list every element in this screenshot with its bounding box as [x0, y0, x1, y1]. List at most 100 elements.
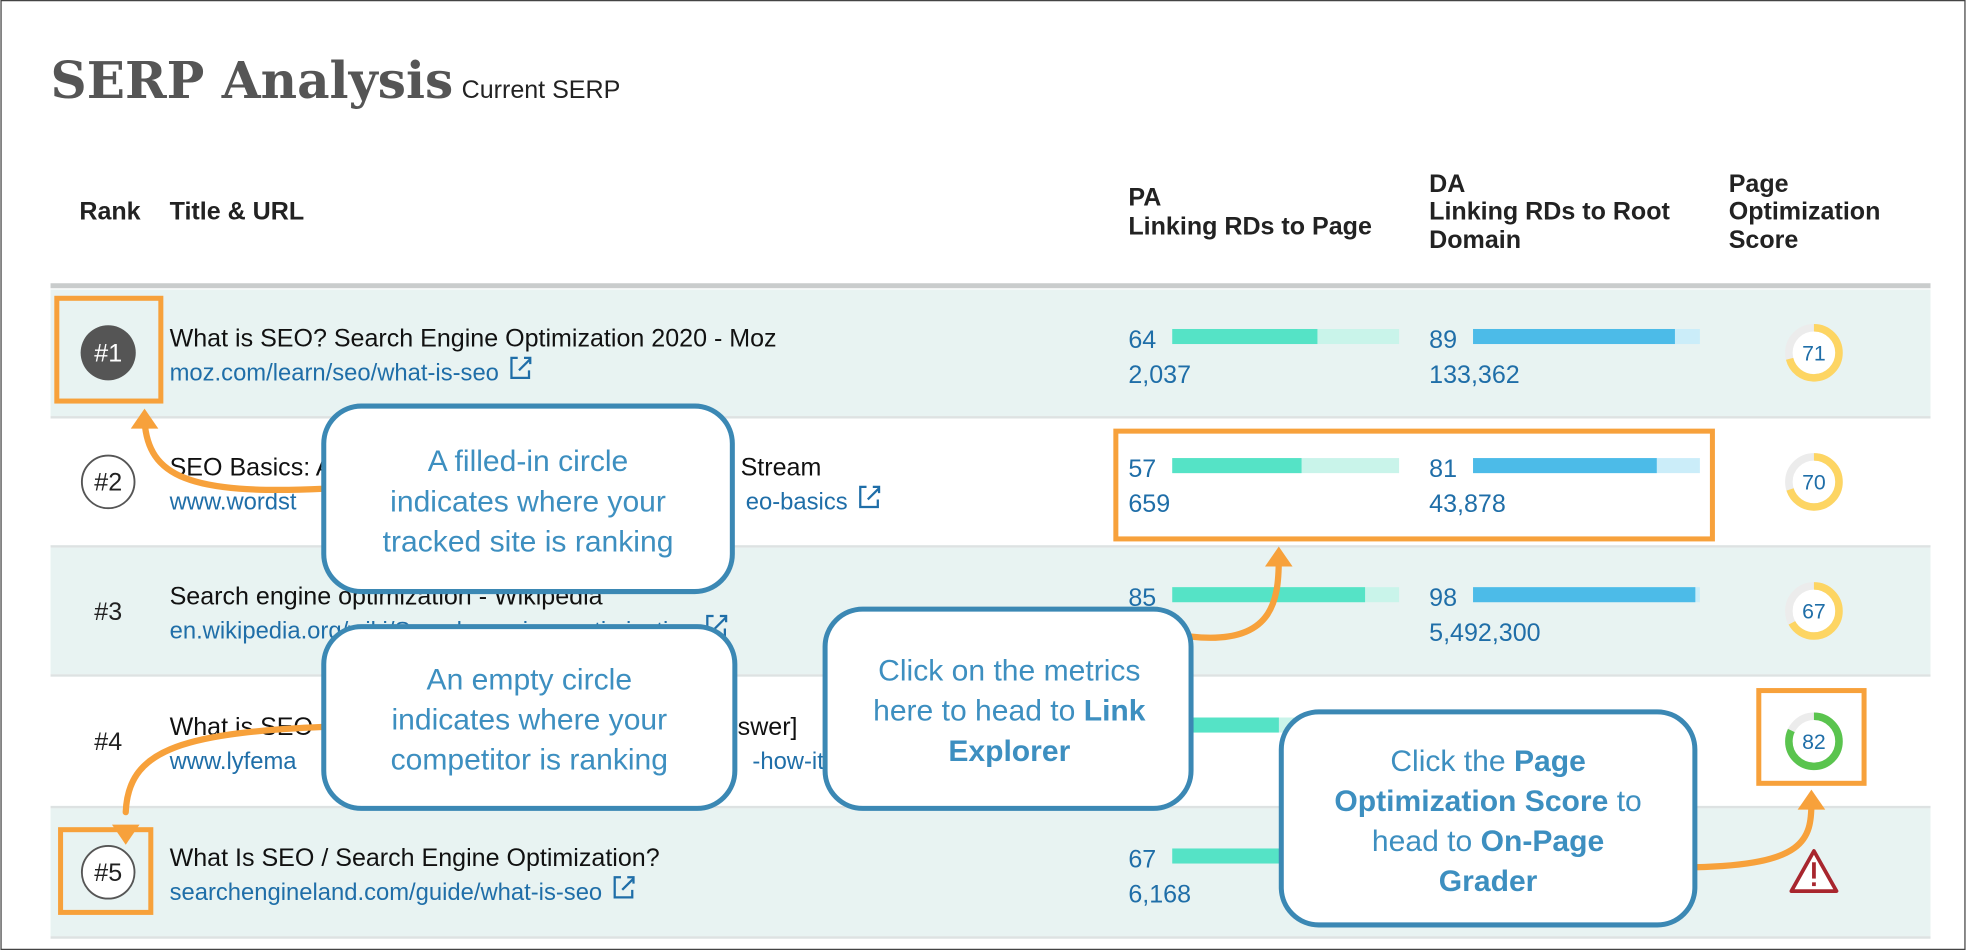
col-header: Score — [1729, 226, 1799, 254]
col-header: Linking RDs to Root — [1429, 197, 1670, 225]
callout-text: Optimization Score to — [1334, 785, 1641, 818]
callout-text: indicates where your — [391, 703, 667, 736]
external-link-icon — [859, 485, 881, 509]
result-title: What is SEO? Search Engine Optimization … — [170, 325, 777, 353]
callout-text-part: An empty circle — [427, 663, 633, 696]
rank-marker — [80, 325, 136, 381]
callout-text-part: here to head to — [873, 695, 1084, 728]
result-title: Stream — [741, 454, 822, 482]
rank: #4 — [94, 728, 122, 756]
callout-text-part: Explorer — [948, 735, 1070, 768]
warning-icon — [1812, 862, 1816, 879]
pa-rds: 6,168 — [1128, 880, 1191, 908]
callout-text: head to On-Page — [1372, 825, 1604, 858]
annotations: A filled-in circle indicates where your tr… — [54, 295, 1867, 928]
score[interactable]: 70 — [1802, 470, 1826, 494]
rank: #2 — [94, 469, 122, 497]
da-value: 98 — [1429, 584, 1457, 612]
callout-text-part: Link — [1084, 695, 1146, 728]
arrowhead — [1264, 546, 1293, 567]
callout-text-part: A filled-in circle — [428, 445, 629, 478]
score[interactable]: 67 — [1802, 600, 1826, 624]
rank: #5 — [94, 859, 122, 887]
row-separator — [50, 545, 1931, 548]
col-header: Linking RDs to Page — [1128, 212, 1372, 240]
callout-text-part: Optimization Score — [1334, 785, 1608, 818]
da-bar — [1473, 587, 1696, 603]
result-title: swer] — [738, 713, 798, 741]
callout-text: Explorer — [948, 735, 1070, 768]
external-link-icon — [613, 876, 635, 899]
da-rds: 5,492,300 — [1429, 619, 1540, 647]
pa-bar — [1172, 587, 1366, 603]
warning-icon — [1812, 882, 1816, 887]
callout-text-part: indicates where your — [391, 703, 667, 736]
callout — [1278, 709, 1698, 928]
highlight-box — [1756, 688, 1867, 786]
row-background — [50, 289, 1931, 417]
pa-bar — [1172, 717, 1279, 733]
col-header: PA — [1128, 184, 1161, 212]
highlight-box — [54, 295, 164, 404]
callout-text-part: Page — [1514, 745, 1586, 778]
result-title: What Is SEO / Search Engine Optimization… — [170, 844, 660, 872]
arrowhead — [130, 408, 159, 429]
arrow — [122, 723, 327, 816]
callout — [321, 624, 738, 811]
callout — [822, 606, 1194, 811]
rank-marker — [80, 454, 136, 510]
callout-text: An empty circle — [427, 663, 633, 696]
highlight-box — [1113, 428, 1715, 542]
rank: #1 — [94, 340, 122, 368]
arrow — [141, 417, 327, 494]
row-separator — [50, 936, 1931, 939]
arrowhead — [111, 824, 140, 845]
arrow — [1691, 798, 1815, 871]
da-value: 89 — [1429, 326, 1457, 354]
result-url: www.lyfema — [169, 748, 298, 775]
callout-text-part: Click the — [1390, 745, 1514, 778]
col-header: Optimization — [1729, 197, 1881, 225]
callout — [321, 403, 735, 595]
callout-text-part: Click on the metrics — [878, 655, 1140, 688]
pa-value: 64 — [1128, 326, 1156, 354]
rank: #3 — [94, 598, 122, 626]
score[interactable]: 71 — [1802, 341, 1826, 365]
callout-text-part: On-Page — [1481, 825, 1605, 858]
da-value: 81 — [1429, 455, 1457, 483]
callout-text: indicates where your — [390, 485, 666, 518]
pa-bar — [1172, 328, 1318, 345]
highlight-box — [58, 827, 154, 915]
score-arc — [1785, 712, 1843, 771]
callout-text-part: tracked site is ranking — [383, 525, 674, 558]
col-header: DA — [1429, 170, 1465, 198]
pa-rds: 659 — [1128, 490, 1170, 518]
callout-text: Click on the metrics — [878, 655, 1140, 688]
pa-value: 57 — [1128, 455, 1156, 483]
da-bar — [1473, 458, 1657, 474]
subtitle: Current SERP — [462, 76, 621, 104]
result-url: searchengineland.com/guide/what-is-seo — [170, 879, 603, 906]
callout-text: tracked site is ranking — [383, 525, 674, 558]
callout-text-part: Grader — [1439, 865, 1538, 898]
da-rds: 43,878 — [1429, 490, 1506, 518]
da-bar — [1473, 328, 1675, 345]
callout-text-part: indicates where your — [390, 485, 666, 518]
arrow — [1187, 555, 1282, 641]
score-arc — [1785, 453, 1843, 511]
pa-rds: 2,037 — [1128, 361, 1191, 389]
result-title: SEO Basics: A — [170, 454, 333, 482]
pa-bar — [1172, 458, 1302, 474]
col-header: Title & URL — [170, 197, 305, 225]
arrowhead — [1797, 789, 1826, 810]
callout-text-part: to — [1608, 785, 1641, 818]
score[interactable]: 82 — [1802, 730, 1826, 754]
row-separator — [50, 416, 1931, 419]
callout-text: Grader — [1439, 865, 1538, 898]
callout-text: Click the Page — [1390, 745, 1586, 778]
header-rule — [50, 283, 1931, 289]
col-header: Page — [1729, 170, 1789, 198]
col-header: Domain — [1429, 226, 1521, 254]
rank-marker — [80, 845, 136, 900]
